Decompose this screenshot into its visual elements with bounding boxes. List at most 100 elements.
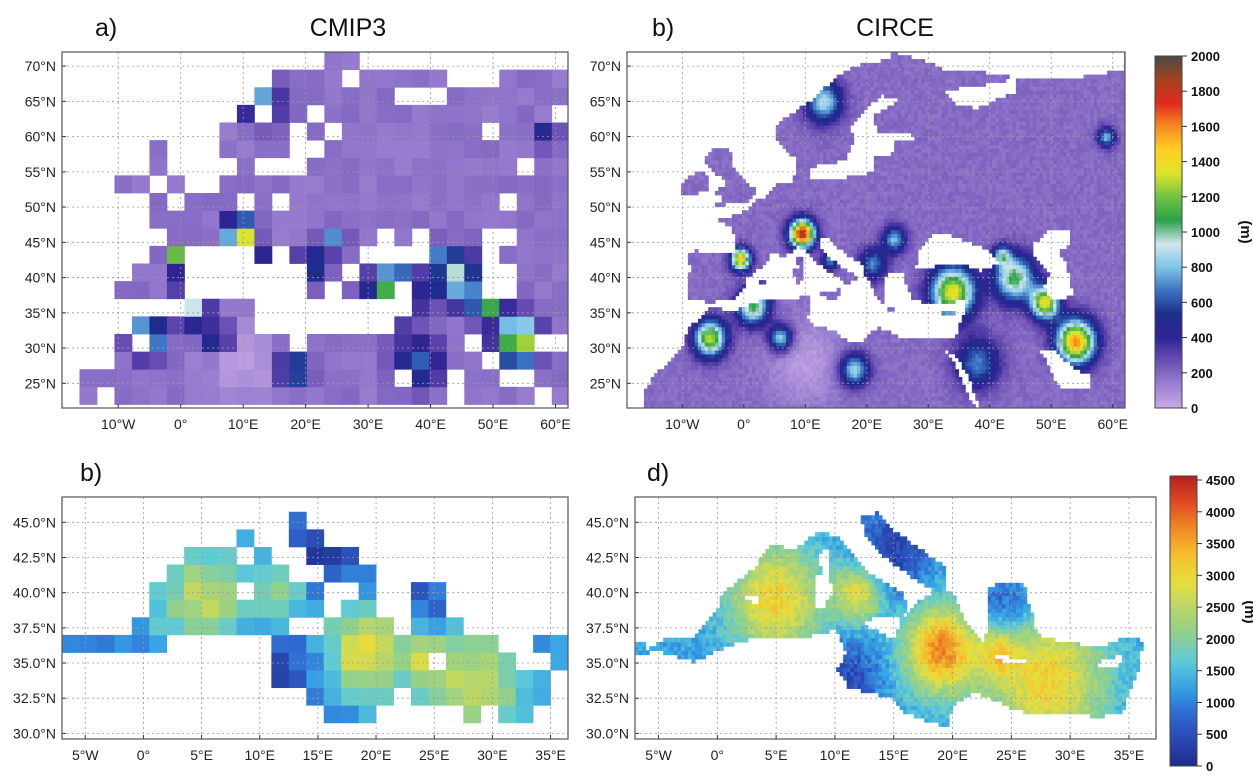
elevation-pixel <box>789 380 794 386</box>
elevation-pixel <box>944 276 949 281</box>
elevation-pixel <box>883 349 888 355</box>
elevation-pixel <box>1097 295 1102 301</box>
elevation-pixel <box>1086 280 1091 285</box>
elevation-pixel <box>1066 349 1071 355</box>
elevation-pixel <box>728 283 733 289</box>
elevation-pixel <box>978 272 983 277</box>
elevation-pixel <box>704 311 709 316</box>
elevation-pixel <box>1015 376 1020 382</box>
elevation-pixel <box>1015 241 1020 246</box>
elevation-pixel <box>846 357 851 363</box>
elevation-pixel <box>745 404 750 408</box>
elevation-pixel <box>1002 245 1007 250</box>
elevation-pixel <box>843 376 848 382</box>
elevation-pixel <box>877 400 882 405</box>
elevation-pixel <box>721 338 726 343</box>
elevation-pixel <box>772 392 777 397</box>
elevation-pixel <box>714 256 719 262</box>
elevation-pixel <box>1005 322 1010 328</box>
elevation-pixel <box>961 342 966 347</box>
elevation-pixel <box>911 376 916 382</box>
model-grid-cell <box>166 245 185 264</box>
elevation-pixel <box>1120 322 1125 328</box>
elevation-pixel <box>731 404 736 408</box>
elevation-pixel <box>802 322 807 328</box>
elevation-pixel <box>1005 396 1010 401</box>
elevation-pixel <box>894 252 899 258</box>
elevation-pixel <box>887 392 892 397</box>
elevation-pixel <box>698 268 702 273</box>
elevation-pixel <box>792 376 797 382</box>
elevation-pixel <box>860 342 865 347</box>
elevation-pixel <box>735 314 740 320</box>
elevation-pixel <box>867 353 872 359</box>
elevation-pixel <box>1015 392 1020 397</box>
elevation-pixel <box>789 353 794 359</box>
elevation-pixel <box>941 369 946 374</box>
elevation-pixel <box>772 303 777 308</box>
elevation-pixel <box>833 295 838 301</box>
elevation-pixel <box>704 299 709 304</box>
elevation-pixel <box>917 245 922 250</box>
elevation-pixel <box>877 287 882 293</box>
elevation-pixel <box>755 264 760 270</box>
elevation-pixel <box>698 272 702 277</box>
elevation-pixel <box>961 384 966 390</box>
elevation-pixel <box>911 392 916 397</box>
elevation-pixel <box>681 353 686 359</box>
elevation-pixel <box>755 330 760 335</box>
elevation-pixel <box>927 272 932 277</box>
elevation-pixel <box>1090 361 1095 366</box>
elevation-pixel <box>741 353 746 359</box>
elevation-pixel <box>897 392 902 397</box>
elevation-pixel <box>758 365 763 370</box>
elevation-pixel <box>772 380 777 386</box>
elevation-pixel <box>1036 338 1041 343</box>
elevation-pixel <box>907 392 912 397</box>
elevation-pixel <box>873 264 878 270</box>
elevation-pixel <box>1107 318 1112 324</box>
elevation-pixel <box>796 237 801 242</box>
elevation-pixel <box>738 338 743 343</box>
elevation-pixel <box>938 295 943 301</box>
elevation-pixel <box>1063 353 1068 359</box>
elevation-pixel <box>799 384 804 390</box>
elevation-pixel <box>812 338 817 343</box>
elevation-pixel <box>1029 388 1034 394</box>
model-grid-cell <box>201 333 220 353</box>
elevation-pixel <box>698 361 702 366</box>
model-grid-cell <box>551 386 568 405</box>
elevation-pixel <box>718 345 723 351</box>
elevation-pixel <box>789 384 794 390</box>
elevation-pixel <box>752 365 757 370</box>
elevation-pixel <box>1097 338 1102 343</box>
elevation-pixel <box>968 326 973 332</box>
elevation-pixel <box>992 314 997 320</box>
elevation-pixel <box>1100 252 1105 258</box>
model-grid-cell <box>411 386 430 405</box>
elevation-pixel <box>806 361 811 366</box>
elevation-pixel <box>880 272 885 277</box>
elevation-pixel <box>951 283 956 289</box>
elevation-pixel <box>1069 237 1074 242</box>
elevation-pixel <box>677 388 682 394</box>
elevation-pixel <box>1083 326 1088 332</box>
model-grid-cell <box>394 210 413 229</box>
elevation-pixel <box>870 404 875 408</box>
elevation-pixel <box>995 303 1000 308</box>
elevation-pixel <box>860 357 865 363</box>
elevation-pixel <box>1029 330 1034 335</box>
elevation-pixel <box>728 349 733 355</box>
elevation-pixel <box>914 349 919 355</box>
elevation-pixel <box>894 404 899 408</box>
model-grid-cell <box>516 104 535 123</box>
model-grid-cell <box>166 210 185 229</box>
model-grid-cell <box>306 122 325 141</box>
elevation-pixel <box>687 287 692 293</box>
elevation-pixel <box>998 264 1003 270</box>
elevation-pixel <box>799 392 804 397</box>
elevation-pixel <box>799 311 804 316</box>
elevation-pixel <box>718 334 723 339</box>
elevation-pixel <box>958 376 963 382</box>
elevation-pixel <box>725 342 730 347</box>
